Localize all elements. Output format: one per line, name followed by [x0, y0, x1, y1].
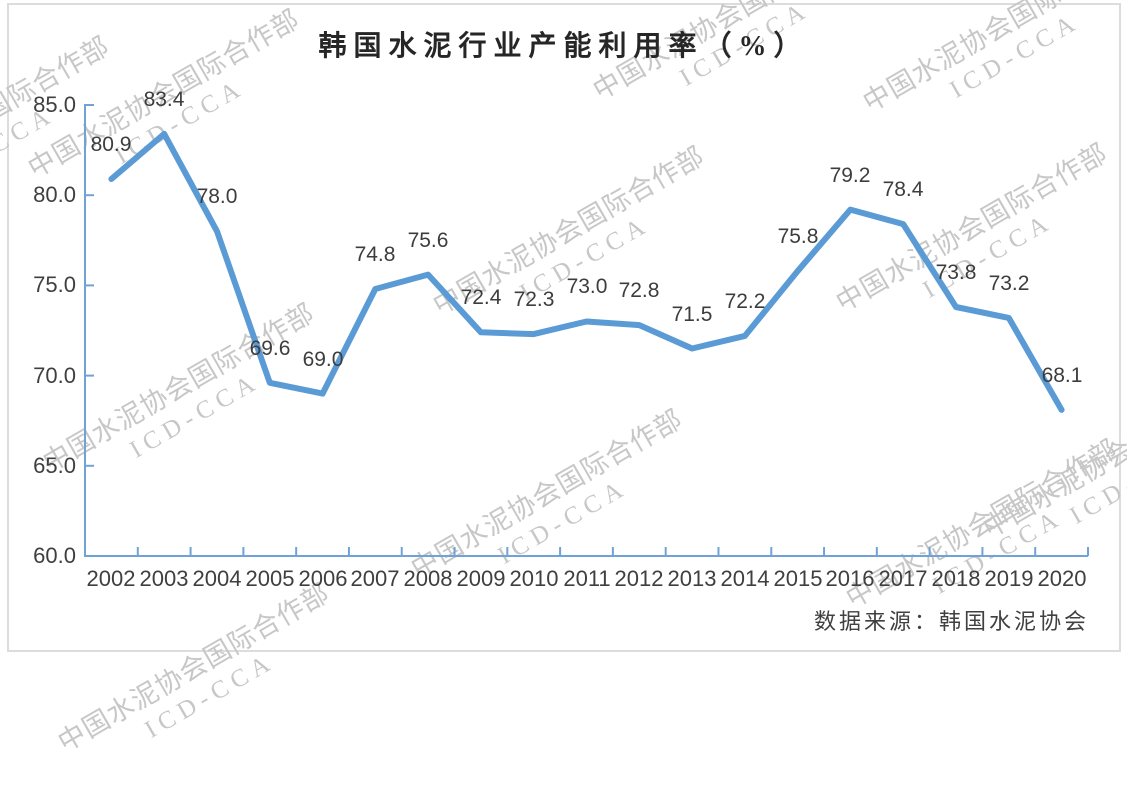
source-note: 数据来源：韩国水泥协会 — [813, 609, 1089, 634]
chart-title: 韩国水泥行业产能利用率（%） — [318, 31, 809, 62]
axis-lines — [84, 104, 1088, 557]
page-border-frame — [7, 3, 1121, 652]
series-line — [108, 130, 1065, 413]
chart-canvas — [84, 104, 1089, 557]
